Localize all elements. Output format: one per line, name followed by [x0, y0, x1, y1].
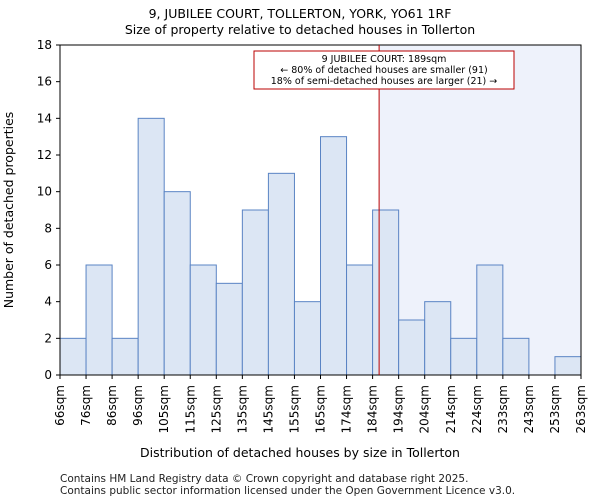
annotation-line-2: ← 80% of detached houses are smaller (91…: [280, 65, 487, 76]
chart-title: 9, JUBILEE COURT, TOLLERTON, YORK, YO61 …: [149, 6, 452, 21]
x-tick-label: 76sqm: [79, 385, 93, 426]
bar-174sqm: [346, 264, 374, 376]
annotation-line-3: 18% of semi-detached houses are larger (…: [271, 76, 498, 87]
x-tick-label: 86sqm: [105, 385, 119, 426]
bar-135sqm: [241, 209, 269, 376]
bar-194sqm: [398, 319, 426, 376]
x-tick-label: 214sqm: [444, 385, 458, 433]
x-axis-label: Distribution of detached houses by size …: [140, 445, 460, 460]
y-tick-label: 14: [37, 111, 52, 125]
x-tick-label: 125sqm: [209, 385, 223, 433]
annotation-line-1: 9 JUBILEE COURT: 189sqm: [322, 54, 447, 65]
chart-subtitle: Size of property relative to detached ho…: [125, 22, 475, 37]
footer-line-1: Contains HM Land Registry data © Crown c…: [60, 473, 468, 485]
bar-204sqm: [424, 301, 452, 376]
bar-86sqm: [111, 337, 139, 376]
x-tick-label: 115sqm: [183, 385, 197, 433]
x-tick-label: 165sqm: [314, 385, 328, 433]
bar-233sqm: [502, 337, 530, 376]
x-tick-label: 233sqm: [496, 385, 510, 433]
bar-155sqm: [293, 301, 322, 376]
x-tick-label: 204sqm: [418, 385, 432, 433]
bar-224sqm: [476, 264, 504, 376]
x-tick-label: 174sqm: [340, 385, 354, 433]
footer-line-2: Contains public sector information licen…: [60, 485, 515, 497]
x-tick-label: 155sqm: [287, 385, 301, 433]
bar-66sqm: [59, 337, 87, 376]
bar-115sqm: [189, 264, 217, 376]
y-tick-label: 0: [44, 368, 52, 382]
bar-125sqm: [215, 282, 243, 376]
x-tick-label: 184sqm: [366, 385, 380, 433]
x-tick-label: 105sqm: [157, 385, 171, 433]
bar-253sqm: [554, 356, 582, 376]
bar-145sqm: [267, 172, 295, 376]
y-axis-label: Number of detached properties: [1, 112, 16, 309]
bar-184sqm: [372, 209, 400, 376]
x-tick-label: 145sqm: [261, 385, 275, 433]
bar-165sqm: [320, 136, 348, 376]
y-tick-label: 6: [44, 258, 52, 272]
plot-area: 0 2 4 6 8 10 12 14 16 18 66sqm 76sqm 86sqm 96sqm 105sq…: [37, 38, 588, 433]
x-tick-label: 135sqm: [235, 385, 249, 433]
x-tick-label: 224sqm: [470, 385, 484, 433]
y-tick-label: 4: [44, 295, 52, 309]
y-tick-label: 12: [37, 148, 52, 162]
x-tick-label: 253sqm: [548, 385, 562, 433]
y-tick-label: 2: [44, 331, 52, 345]
x-tick-label: 96sqm: [131, 385, 145, 426]
bar-76sqm: [85, 264, 113, 376]
bar-214sqm: [450, 337, 478, 376]
y-tick-label: 10: [37, 185, 52, 199]
y-tick-label: 16: [37, 75, 52, 89]
bar-96sqm: [137, 117, 165, 376]
x-tick-label: 194sqm: [392, 385, 406, 433]
y-tick-label: 8: [44, 221, 52, 235]
x-tick-label: 66sqm: [53, 385, 67, 426]
x-tick-label: 263sqm: [574, 385, 588, 433]
x-tick-label: 243sqm: [522, 385, 536, 433]
y-tick-label: 18: [37, 38, 52, 52]
bar-105sqm: [163, 191, 191, 376]
annotation-box: [253, 50, 515, 90]
